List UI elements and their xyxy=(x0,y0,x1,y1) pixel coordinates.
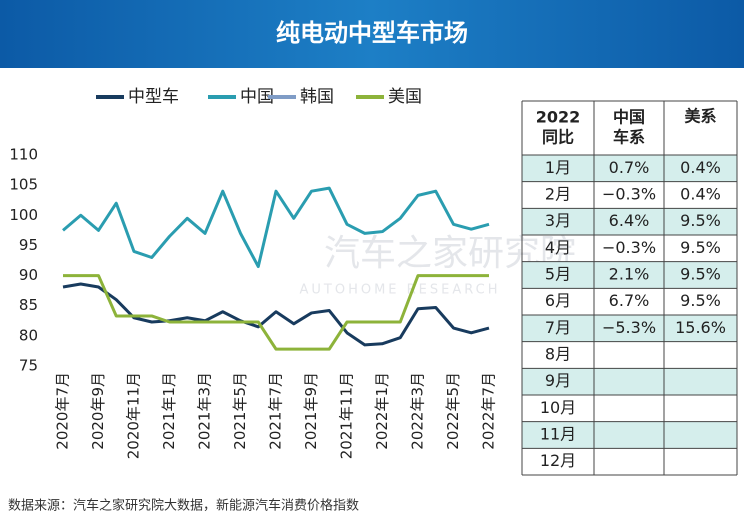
header-cell: 2022 xyxy=(536,108,581,127)
x-tick-label: 2021年1月 xyxy=(160,372,178,450)
x-tick-label: 2021年9月 xyxy=(302,372,320,450)
series-line xyxy=(63,274,489,351)
y-tick-label: 100 xyxy=(9,206,38,224)
x-tick-label: 2021年7月 xyxy=(267,372,285,450)
table-cell: 9.5% xyxy=(680,291,721,310)
table-cell: 0.4% xyxy=(680,158,721,177)
table-cell: 5月 xyxy=(545,265,571,284)
table-cell: −5.3% xyxy=(602,318,656,337)
x-tick-label: 2020年9月 xyxy=(89,372,107,450)
table-cell: 10月 xyxy=(540,398,576,417)
table-cell: 6.4% xyxy=(609,211,650,230)
header-cell: 同比 xyxy=(542,128,574,147)
table-cell: 2月 xyxy=(545,185,571,204)
y-tick-label: 95 xyxy=(19,236,38,254)
legend-label: 中型车 xyxy=(128,87,179,107)
x-tick-label: 2021年3月 xyxy=(196,372,214,450)
chart-title: 纯电动中型车市场 xyxy=(276,19,468,47)
table-cell: 6.7% xyxy=(609,291,650,310)
title-bar xyxy=(0,0,744,68)
table-cell: −0.3% xyxy=(602,185,656,204)
header-cell: 美系 xyxy=(684,107,716,126)
row-band xyxy=(522,261,737,289)
y-tick-label: 80 xyxy=(19,326,38,344)
table-cell: 3月 xyxy=(545,211,571,230)
x-tick-label: 2022年3月 xyxy=(409,372,427,450)
row-band xyxy=(522,315,737,342)
x-tick-label: 2021年5月 xyxy=(231,372,249,450)
x-tick-label: 2020年11月 xyxy=(125,372,143,459)
table-cell: 9.5% xyxy=(680,265,721,284)
table-cell: 7月 xyxy=(545,318,571,337)
table-cell: 8月 xyxy=(545,345,571,364)
table-cell: 9.5% xyxy=(680,238,721,257)
y-tick-label: 110 xyxy=(9,146,38,164)
x-tick-label: 2022年5月 xyxy=(444,372,462,450)
source: 数据来源：汽车之家研究院大数据，新能源汽车消费价格指数 xyxy=(8,498,359,514)
table-cell: 12月 xyxy=(540,451,576,470)
table-cell: 2.1% xyxy=(609,265,650,284)
row-band xyxy=(522,155,737,182)
y-tick-label: 85 xyxy=(19,296,38,314)
x-tick-label: 2022年7月 xyxy=(480,372,498,450)
x-tick-label: 2021年11月 xyxy=(338,372,356,459)
row-band xyxy=(522,421,737,449)
series-line xyxy=(62,282,490,347)
series-line xyxy=(62,186,490,269)
table-cell: 9.5% xyxy=(680,211,721,230)
legend-label: 中国 xyxy=(240,87,274,107)
header-cell: 中国 xyxy=(613,108,645,127)
table-cell: 11月 xyxy=(540,425,576,444)
row-band xyxy=(522,368,737,395)
y-tick-label: 105 xyxy=(9,176,38,194)
row-band xyxy=(522,208,737,235)
table-cell: 1月 xyxy=(545,158,571,177)
table-cell: 0.7% xyxy=(609,158,650,177)
table-cell: 15.6% xyxy=(675,318,726,337)
table-cell: 6月 xyxy=(545,291,571,310)
y-tick-label: 90 xyxy=(19,266,38,284)
x-tick-label: 2020年7月 xyxy=(54,372,72,450)
legend-label: 美国 xyxy=(388,87,422,107)
table-cell: 0.4% xyxy=(680,185,721,204)
table-cell: −0.3% xyxy=(602,238,656,257)
table-cell: 9月 xyxy=(545,371,571,390)
x-tick-label: 2022年1月 xyxy=(373,372,391,450)
table-cell: 4月 xyxy=(545,238,571,257)
header-cell: 车系 xyxy=(613,128,645,147)
watermark-sub: AUTOHOME RESEARCH xyxy=(300,283,501,298)
y-tick-label: 75 xyxy=(19,357,38,375)
legend-label: 韩国 xyxy=(300,87,334,107)
